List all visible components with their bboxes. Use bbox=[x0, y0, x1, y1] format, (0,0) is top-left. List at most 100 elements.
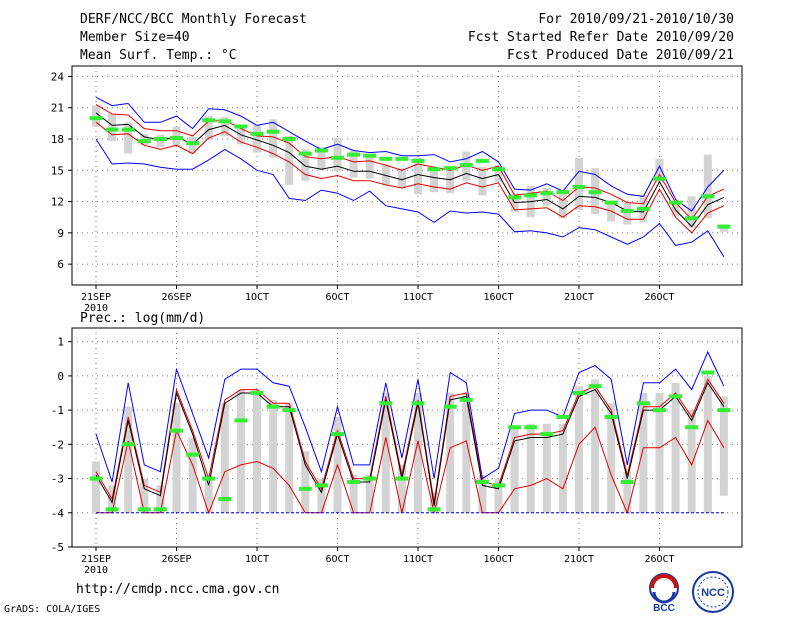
spread-box bbox=[494, 478, 503, 513]
median-tick bbox=[653, 408, 666, 413]
spread-box bbox=[92, 105, 100, 127]
x-tick-label: 1OCT bbox=[245, 292, 269, 303]
median-tick bbox=[105, 507, 119, 512]
spread-box bbox=[349, 475, 358, 513]
median-tick bbox=[556, 190, 570, 195]
spread-box bbox=[220, 117, 229, 136]
y-tick-label: 24 bbox=[51, 70, 65, 83]
source-url[interactable]: http://cmdp.ncc.cma.gov.cn bbox=[76, 582, 280, 597]
spread-box bbox=[285, 403, 294, 513]
spread-box bbox=[92, 461, 100, 513]
ncc-logo-text: NCC bbox=[701, 587, 725, 599]
median-tick bbox=[218, 497, 232, 502]
bcc-logo-text: BCC bbox=[653, 603, 675, 614]
series-lower-line bbox=[95, 121, 725, 234]
median-tick bbox=[620, 208, 634, 213]
median-tick bbox=[508, 195, 522, 200]
median-tick bbox=[395, 156, 409, 161]
variable-label: Mean Surf. Temp.: °C bbox=[80, 48, 237, 63]
median-tick bbox=[250, 391, 264, 396]
median-tick bbox=[314, 148, 328, 153]
median-tick bbox=[636, 401, 650, 406]
x-tick-label: 21OCT bbox=[564, 554, 594, 565]
median-tick bbox=[234, 418, 248, 423]
median-tick bbox=[282, 137, 296, 141]
median-tick bbox=[331, 432, 344, 437]
median-tick bbox=[202, 476, 216, 481]
median-tick bbox=[443, 404, 457, 409]
median-tick bbox=[540, 191, 554, 196]
median-tick bbox=[347, 152, 361, 157]
spread-box bbox=[591, 379, 600, 513]
x-tick-label: 6OCT bbox=[325, 554, 349, 565]
median-tick bbox=[701, 370, 715, 375]
y-tick-label: 12 bbox=[51, 196, 64, 209]
panel-title: Prec.: log(mm/d) bbox=[80, 311, 205, 326]
median-tick bbox=[427, 507, 441, 512]
y-tick-label: 6 bbox=[57, 258, 64, 271]
spread-box bbox=[253, 389, 261, 513]
forecast-produced-date: Fcst Produced Date 2010/09/21 bbox=[507, 48, 734, 63]
x-tick-label: 16OCT bbox=[483, 292, 513, 303]
median-tick bbox=[588, 190, 602, 195]
spread-box bbox=[623, 202, 632, 225]
forecast-period: For 2010/09/21-2010/10/30 bbox=[538, 12, 734, 27]
spread-box bbox=[204, 475, 213, 513]
median-tick bbox=[379, 401, 393, 406]
median-tick bbox=[492, 483, 505, 488]
spread-box bbox=[333, 137, 342, 172]
spread-box bbox=[414, 393, 422, 513]
spread-box bbox=[140, 478, 149, 513]
spread-box bbox=[349, 150, 358, 178]
y-tick-label: 9 bbox=[57, 227, 64, 240]
forecast-start-date: Fcst Started Refer Date 2010/09/20 bbox=[467, 30, 734, 45]
y-tick-label: 18 bbox=[51, 133, 64, 146]
spread-box bbox=[269, 119, 278, 158]
x-tick-label: 26OCT bbox=[644, 554, 674, 565]
plot-frame bbox=[71, 327, 743, 548]
median-tick bbox=[475, 158, 489, 163]
median-tick bbox=[298, 486, 312, 491]
chart-panel-1: 6 9 12 15 18 21 24 21SEP 26SEP 1OCT 6OCT 11OCT 16OCT… bbox=[51, 65, 743, 314]
series-lower-line bbox=[96, 419, 725, 515]
median-tick bbox=[669, 394, 683, 399]
spread-box bbox=[397, 464, 406, 513]
median-tick bbox=[121, 442, 135, 447]
spread-box bbox=[124, 122, 133, 154]
median-tick bbox=[331, 155, 344, 160]
spread-box bbox=[188, 437, 197, 513]
series-mean-line bbox=[95, 381, 725, 506]
y-tick-label: 0 bbox=[57, 370, 64, 383]
median-tick bbox=[459, 397, 473, 402]
median-tick bbox=[314, 483, 328, 488]
series-max-line bbox=[95, 96, 725, 212]
ncc-logo: NCC bbox=[692, 571, 734, 613]
median-tick bbox=[572, 391, 586, 396]
spread-box bbox=[430, 166, 439, 193]
chart-panel-2: -5 -4 -3 -2 -1 0 1 21SEP 26SEP 1OCT 6OCT 11OCT 16OCT… bbox=[51, 311, 743, 576]
spread-box bbox=[542, 423, 551, 513]
spread-box bbox=[671, 382, 680, 513]
median-tick bbox=[121, 127, 135, 132]
median-tick bbox=[89, 116, 103, 121]
series-upper-line bbox=[95, 104, 725, 221]
median-tick bbox=[137, 139, 151, 144]
figure-title: DERF/NCC/BCC Monthly Forecast bbox=[80, 12, 307, 27]
median-tick bbox=[701, 194, 715, 199]
spread-box bbox=[397, 168, 406, 189]
spread-box bbox=[639, 393, 648, 513]
spread-box bbox=[703, 375, 712, 513]
series-min-line bbox=[95, 138, 725, 258]
spread-box bbox=[124, 406, 133, 513]
spread-box bbox=[108, 113, 117, 142]
spread-box bbox=[253, 124, 261, 153]
spread-box bbox=[510, 427, 519, 513]
series-upper-line bbox=[95, 378, 725, 503]
x-year-label: 2010 bbox=[84, 303, 108, 314]
median-tick bbox=[492, 167, 505, 172]
spread-box bbox=[301, 451, 310, 513]
spread-box bbox=[285, 135, 294, 185]
plot-frame bbox=[71, 65, 743, 286]
median-tick bbox=[266, 404, 280, 409]
median-tick bbox=[347, 479, 361, 484]
